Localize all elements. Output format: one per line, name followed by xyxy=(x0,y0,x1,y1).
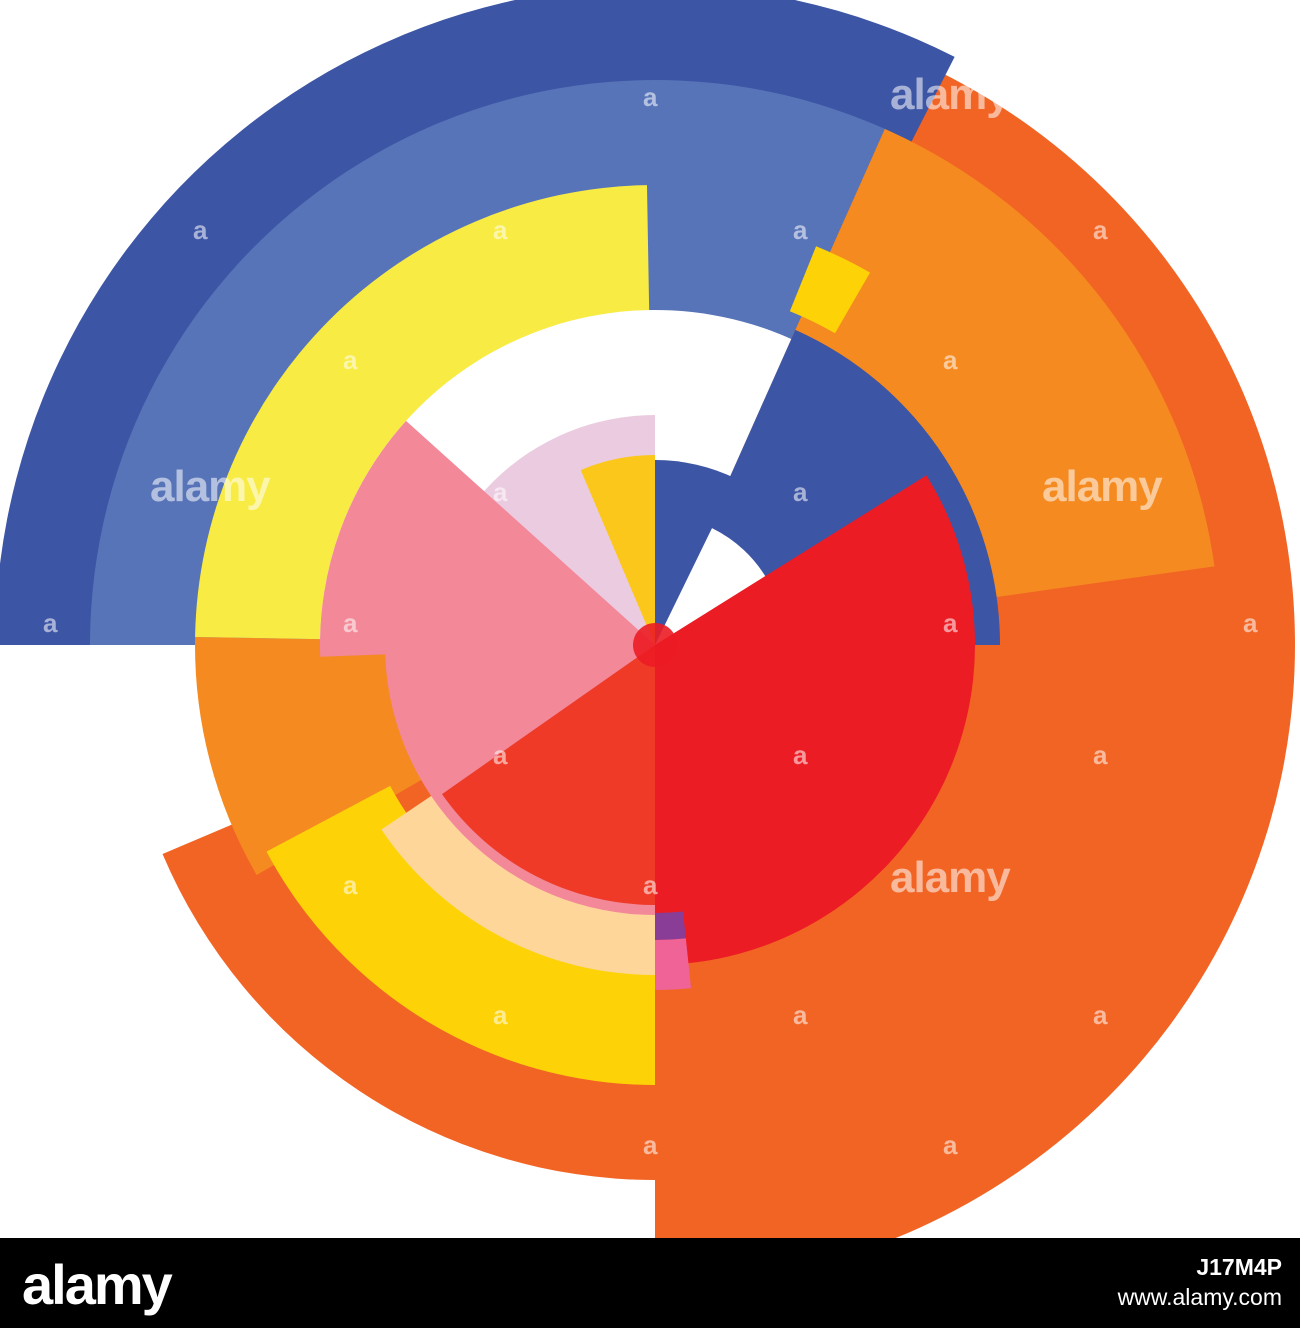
footer-meta: J17M4P www.alamy.com xyxy=(1118,1252,1282,1312)
lower-left-gold-segment xyxy=(266,785,655,1085)
footer-logo: alamy xyxy=(22,1253,173,1316)
center-dot xyxy=(633,623,677,668)
red-segment xyxy=(655,475,975,965)
pink-segment xyxy=(320,420,655,657)
gold-notch-segment xyxy=(789,246,870,334)
mustard-segment xyxy=(580,455,655,645)
white-sliver-segment xyxy=(655,528,768,645)
image-id-label: J17M4P xyxy=(1196,1254,1282,1280)
site-url-label: www.alamy.com xyxy=(1117,1284,1282,1310)
red-orange-segment xyxy=(442,645,655,905)
artwork-canvas: alamy alamy alamy alamy a a a a a a a a a a a a a a a a a a a a… xyxy=(0,0,1295,1238)
radial-segments-graphic xyxy=(0,0,1295,1238)
purple-segment xyxy=(655,911,686,940)
hot-pink-segment xyxy=(655,938,692,990)
watermark-footer-bar: alamy J17M4P www.alamy.com xyxy=(0,1238,1300,1328)
